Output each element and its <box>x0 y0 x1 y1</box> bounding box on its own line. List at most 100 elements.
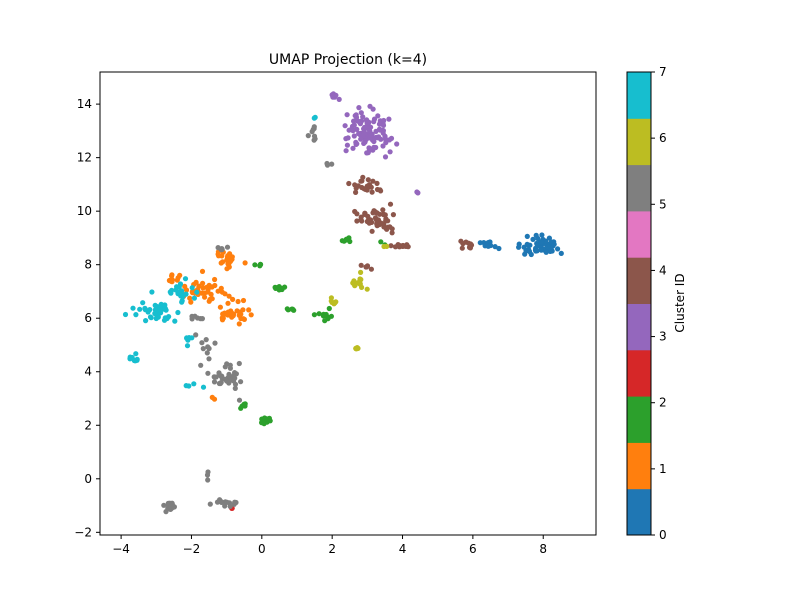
point-cluster-8 <box>358 269 364 275</box>
point-cluster-5 <box>369 228 375 234</box>
point-cluster-9 <box>167 289 173 295</box>
point-cluster-7 <box>219 246 225 252</box>
point-cluster-4 <box>354 141 360 147</box>
colorbar-segment <box>627 349 651 397</box>
point-cluster-1 <box>248 312 254 318</box>
x-tick-label: 0 <box>258 542 266 556</box>
point-cluster-1 <box>220 313 226 319</box>
point-cluster-9 <box>162 302 168 308</box>
point-cluster-5 <box>353 189 359 195</box>
point-cluster-5 <box>372 209 378 215</box>
point-cluster-7 <box>206 345 212 352</box>
point-cluster-0 <box>477 240 483 246</box>
point-cluster-4 <box>342 123 348 129</box>
point-cluster-7 <box>193 332 199 338</box>
point-cluster-9 <box>180 292 186 298</box>
point-cluster-1 <box>200 280 206 286</box>
point-cluster-2 <box>311 312 317 318</box>
point-cluster-4 <box>380 122 387 128</box>
point-cluster-9 <box>140 300 146 306</box>
point-cluster-8 <box>351 278 357 284</box>
point-cluster-5 <box>381 224 387 230</box>
point-cluster-0 <box>543 249 549 255</box>
point-cluster-5 <box>458 238 464 244</box>
point-cluster-5 <box>387 224 393 230</box>
point-cluster-9 <box>183 383 189 389</box>
colorbar-segment <box>627 210 651 258</box>
point-cluster-4 <box>358 136 364 142</box>
point-cluster-5 <box>362 210 368 217</box>
point-cluster-9 <box>163 307 169 313</box>
colorbar-tick-label: 5 <box>659 197 667 211</box>
point-cluster-5 <box>388 243 394 249</box>
point-cluster-7 <box>224 378 230 384</box>
colorbar-segment <box>627 164 651 212</box>
point-cluster-4 <box>361 140 367 146</box>
point-cluster-7 <box>236 397 243 403</box>
point-cluster-7 <box>200 346 206 352</box>
point-cluster-1 <box>177 272 183 278</box>
point-cluster-1 <box>169 277 175 283</box>
point-cluster-4 <box>370 106 376 112</box>
point-cluster-5 <box>374 186 381 193</box>
point-cluster-1 <box>230 296 236 302</box>
point-cluster-9 <box>152 310 158 317</box>
point-cluster-7 <box>224 499 230 505</box>
point-cluster-5 <box>373 217 380 223</box>
point-cluster-4 <box>351 118 357 124</box>
point-cluster-5 <box>368 184 374 190</box>
point-cluster-9 <box>134 356 140 362</box>
point-cluster-7 <box>310 126 316 132</box>
point-cluster-7 <box>203 337 209 343</box>
point-cluster-4 <box>362 130 368 136</box>
point-cluster-9 <box>145 309 151 315</box>
point-cluster-7 <box>238 379 244 385</box>
point-cluster-1 <box>199 268 206 274</box>
point-cluster-1 <box>212 276 218 283</box>
y-tick-label: 6 <box>84 311 92 325</box>
point-cluster-2 <box>284 306 290 312</box>
point-cluster-7 <box>236 360 242 367</box>
y-tick-label: −2 <box>74 525 92 539</box>
point-cluster-4 <box>364 120 370 126</box>
point-cluster-5 <box>362 186 369 192</box>
colorbar-segment <box>627 118 651 166</box>
point-cluster-4 <box>358 110 364 116</box>
point-cluster-9 <box>133 312 139 318</box>
point-cluster-9 <box>200 384 207 390</box>
point-cluster-4 <box>351 133 357 139</box>
point-cluster-9 <box>311 115 317 121</box>
point-cluster-4 <box>368 132 374 138</box>
point-cluster-4 <box>367 128 373 134</box>
x-tick-label: 2 <box>328 542 336 556</box>
point-cluster-5 <box>358 262 364 268</box>
y-tick-label: 14 <box>77 97 92 111</box>
point-cluster-4 <box>356 105 362 111</box>
point-cluster-7 <box>198 362 204 368</box>
point-cluster-7 <box>197 316 204 322</box>
point-cluster-4 <box>387 149 393 155</box>
point-cluster-9 <box>122 311 129 318</box>
point-cluster-0 <box>558 250 564 256</box>
point-cluster-1 <box>188 299 194 305</box>
point-cluster-8 <box>381 243 387 250</box>
chart-title: UMAP Projection (k=4) <box>269 52 427 68</box>
point-cluster-4 <box>350 145 356 151</box>
point-cluster-1 <box>196 283 202 289</box>
point-cluster-1 <box>169 273 175 279</box>
point-cluster-7 <box>163 509 169 515</box>
point-cluster-5 <box>389 230 395 236</box>
point-cluster-7 <box>212 340 218 346</box>
point-cluster-1 <box>235 298 241 305</box>
point-cluster-7 <box>222 364 228 370</box>
point-cluster-7 <box>206 356 212 362</box>
point-cluster-2 <box>278 285 284 291</box>
point-cluster-2 <box>378 239 384 245</box>
point-cluster-7 <box>207 501 213 507</box>
point-cluster-7 <box>189 316 195 322</box>
x-tick-label: 4 <box>399 542 407 556</box>
point-cluster-1 <box>226 254 233 260</box>
point-cluster-2 <box>289 306 295 312</box>
colorbar-segment <box>627 442 651 490</box>
